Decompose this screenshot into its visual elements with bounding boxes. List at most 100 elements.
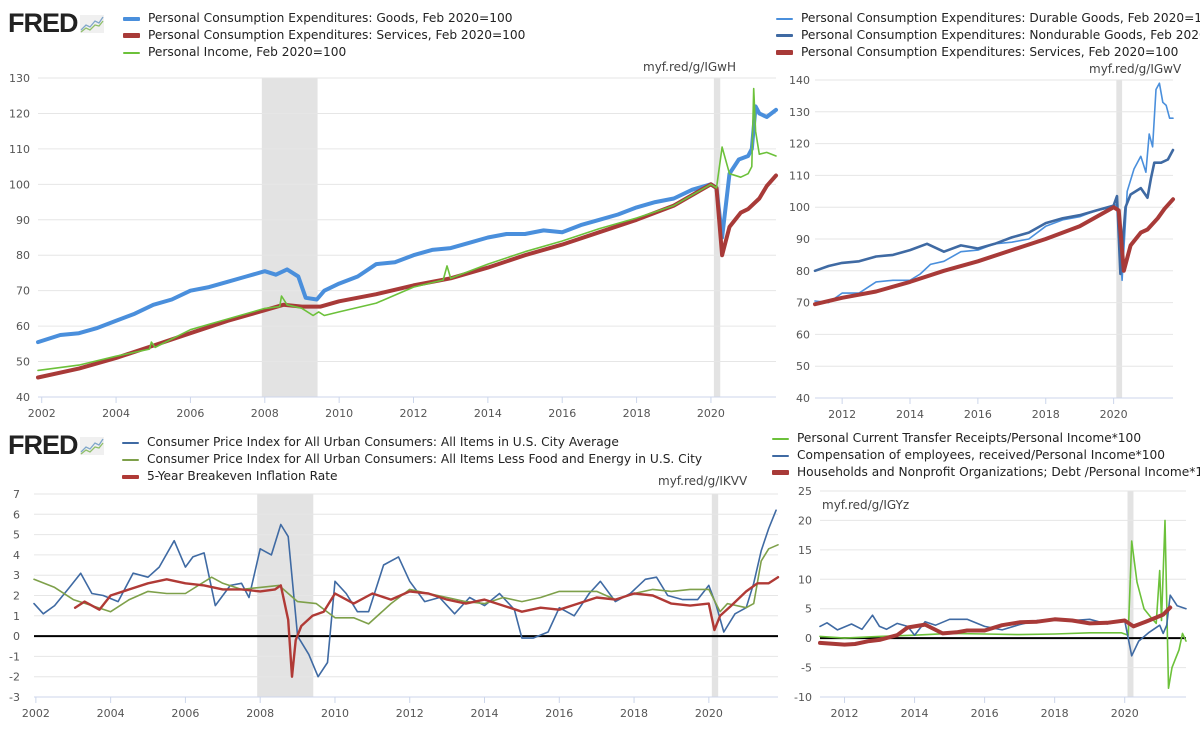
y-tick-label: 90 [16,214,30,227]
x-tick-label: 2018 [1032,408,1060,421]
y-tick-label: 0 [805,632,812,645]
x-tick-label: 2018 [1041,707,1069,720]
x-tick-label: 2014 [474,407,502,420]
legend-item[interactable]: Households and Nonprofit Organizations; … [772,464,1200,481]
y-tick-label: 25 [798,485,812,498]
series-line-0[interactable] [33,509,777,678]
y-tick-label: 3 [13,569,20,582]
y-tick-label: 110 [789,169,810,182]
x-tick-label: 2002 [28,407,56,420]
y-tick-label: -2 [9,671,20,684]
series-line-0[interactable] [36,104,778,345]
y-tick-label: 0 [13,630,20,643]
y-tick-label: 110 [9,143,30,156]
series-line-1[interactable] [36,173,778,380]
y-tick-label: 90 [796,233,810,246]
legend-label: Personal Consumption Expenditures: Goods… [148,11,513,25]
legend-swatch [776,34,793,37]
legend-item[interactable]: Personal Consumption Expenditures: Durab… [776,10,1200,27]
y-tick-label: 1 [13,610,20,623]
legend-swatch [772,437,789,440]
x-tick-label: 2016 [971,707,999,720]
legend-item[interactable]: Consumer Price Index for All Urban Consu… [122,451,702,468]
legend-label: Personal Consumption Expenditures: Servi… [148,28,526,42]
x-tick-label: 2012 [400,407,428,420]
legend-swatch [122,441,139,444]
series-line-1[interactable] [813,148,1175,276]
legend: Personal Consumption Expenditures: Durab… [776,10,1200,61]
legend-swatch [776,50,793,55]
series-line-2[interactable] [818,605,1173,647]
legend-label: Households and Nonprofit Organizations; … [797,465,1200,479]
y-tick-label: 60 [16,320,30,333]
x-tick-label: 2018 [623,407,651,420]
legend-item[interactable]: Personal Current Transfer Receipts/Perso… [772,430,1200,447]
x-tick-label: 2012 [828,408,856,421]
legend-swatch [122,474,139,479]
legend-swatch [772,454,789,457]
legend: Personal Consumption Expenditures: Goods… [123,10,525,61]
y-tick-label: 100 [789,201,810,214]
y-tick-label: 70 [16,285,30,298]
series-line-2[interactable] [813,197,1175,307]
x-tick-label: 2020 [1100,408,1128,421]
recession-shading [261,78,318,397]
fred-graph-icon [79,436,104,455]
y-tick-label: 120 [789,138,810,151]
y-tick-label: -1 [9,650,20,663]
y-tick-label: 140 [789,74,810,87]
legend-swatch [123,16,140,21]
legend-item[interactable]: Personal Consumption Expenditures: Servi… [123,27,525,44]
chart-income-ratios: -10 -5 0 5 10 15 20 25 2012 2014 2016 2018 2020 [794,485,1187,720]
y-tick-label: 70 [796,297,810,310]
y-tick-label: 5 [805,603,812,616]
x-tick-label: 2014 [471,707,499,720]
shortlink[interactable]: myf.red/g/IGYz [822,498,910,512]
series-line-2[interactable] [37,87,777,372]
y-tick-label: -10 [794,691,812,704]
y-tick-label: 50 [796,360,810,373]
legend-swatch [123,51,140,54]
series-line-2[interactable] [73,576,780,678]
y-tick-label: 40 [796,392,810,405]
y-tick-label: 2 [13,590,20,603]
y-tick-label: 20 [798,514,812,527]
legend-item[interactable]: Personal Income, Feb 2020=100 [123,44,525,61]
x-tick-label: 2010 [321,707,349,720]
legend-label: Personal Consumption Expenditures: Nondu… [801,28,1200,42]
legend-label: Personal Current Transfer Receipts/Perso… [797,431,1142,445]
shortlink[interactable]: myf.red/g/IGwV [1089,62,1182,76]
legend-item[interactable]: Personal Consumption Expenditures: Goods… [123,10,525,27]
chart-pce-components: 40 50 60 70 80 90 100 110 120 130 140 2012 2014 2016 2… [789,74,1175,421]
legend-item[interactable]: Personal Consumption Expenditures: Servi… [776,44,1200,61]
legend-label: Consumer Price Index for All Urban Consu… [147,435,619,449]
legend-swatch [123,33,140,38]
legend-item[interactable]: 5-Year Breakeven Inflation Rate [122,468,702,485]
y-tick-label: 5 [13,529,20,542]
legend-swatch [772,470,789,475]
y-tick-label: 120 [9,107,30,120]
legend-label: Personal Consumption Expenditures: Servi… [801,45,1179,59]
y-tick-label: 80 [16,249,30,262]
y-tick-label: 60 [796,328,810,341]
shortlink[interactable]: myf.red/g/IKVV [658,474,748,488]
shortlink[interactable]: myf.red/g/IGwH [643,60,737,74]
x-tick-label: 2016 [548,407,576,420]
series-line-0[interactable] [814,82,1174,304]
legend-label: Personal Income, Feb 2020=100 [148,45,347,59]
recession-shading [713,78,721,397]
y-tick-label: 6 [13,508,20,521]
fred-logo: FRED [8,10,104,37]
x-tick-label: 2006 [171,707,199,720]
y-tick-label: 80 [796,265,810,278]
x-tick-label: 2016 [964,408,992,421]
x-tick-label: 2004 [102,407,130,420]
series-line-1[interactable] [819,594,1187,657]
legend-item[interactable]: Consumer Price Index for All Urban Consu… [122,434,702,451]
y-tick-label: 40 [16,391,30,404]
x-tick-label: 2002 [22,707,50,720]
legend-item[interactable]: Personal Consumption Expenditures: Nondu… [776,27,1200,44]
y-tick-label: 100 [9,178,30,191]
legend-item[interactable]: Compensation of employees, received/Pers… [772,447,1200,464]
